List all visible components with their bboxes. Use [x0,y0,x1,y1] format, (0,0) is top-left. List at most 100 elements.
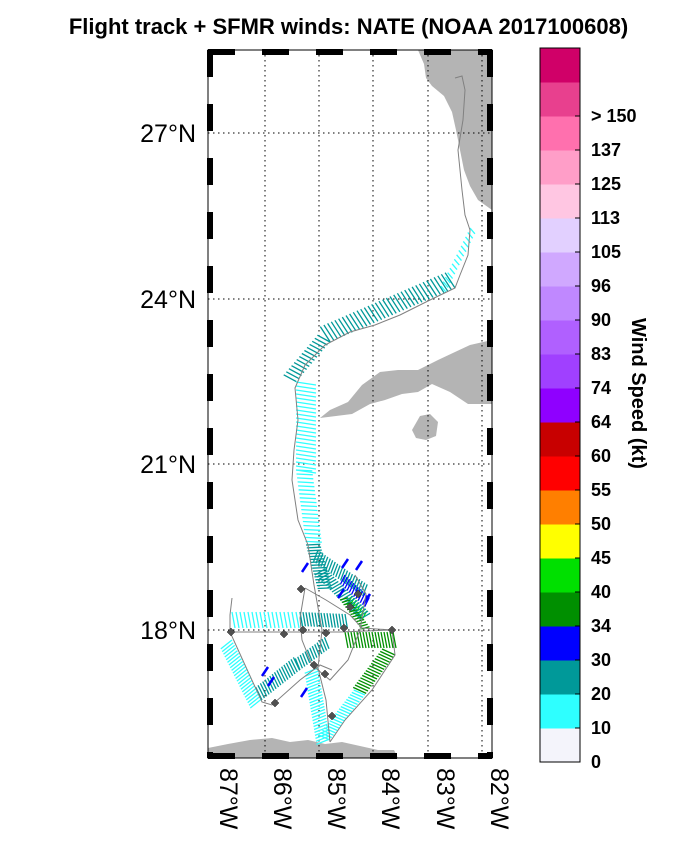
wind-barb [325,724,338,732]
wind-barb [332,613,336,628]
colorbar-title: Wind Speed (kt) [627,318,649,469]
colorbar-segment [540,184,580,219]
wind-barb [245,690,258,701]
wind-barb [345,315,357,332]
wind-barb [326,613,330,628]
latitude-labels: 27°N 24°N 21°N 18°N [140,120,196,645]
wind-barb [309,696,324,704]
wind-barb [233,666,246,677]
wind-barb [307,549,322,552]
colorbar-tick-label: 40 [591,582,611,602]
colorbar-segment [540,354,580,389]
colorbar-segment [540,150,580,185]
wind-barb [362,631,367,649]
wind-barb [227,652,240,663]
wind-barb [240,679,253,690]
wind-barb [365,631,370,649]
land-cuba [320,340,492,418]
frame-tick [424,49,451,55]
wind-barb [377,631,382,649]
wind-barb [386,631,391,649]
wind-barb [296,473,313,476]
wind-barb [358,679,372,687]
wind-barb [415,285,427,302]
wind-barb [314,612,319,627]
wind-barb [304,670,319,677]
wind-barb [308,691,323,698]
wind-barb [296,359,310,367]
wind-barb [341,599,351,604]
wind-barb [322,556,329,569]
wind-barb [370,662,385,670]
colorbar-tick-labels: 0 10 20 30 34 40 45 50 55 60 64 74 83 90 96 105 113 125 13… [575,106,637,772]
wind-barb [341,316,353,333]
wind-barb [349,313,361,330]
wind-barb [257,685,265,699]
wind-barb [313,720,328,728]
colorbar-tick-label: 90 [591,310,611,330]
wind-barb [335,713,347,720]
wind-barb [295,405,317,410]
wind-barb [295,429,317,434]
wind-barb [323,576,335,585]
frame-tick [207,266,213,293]
wind-barb [334,319,346,336]
wind-barb [407,288,419,305]
wind-barb [295,393,317,398]
wind-barb [347,631,352,649]
wind-barb [307,685,322,692]
wind-barb [426,280,438,297]
wind-barb [422,281,434,298]
wind-barb [389,631,394,649]
wind-barb [235,668,248,680]
land-florida [418,50,492,210]
wind-barb [354,608,367,616]
wind-barb [393,294,405,311]
wind-barb [295,409,317,414]
wind-barb [325,578,337,587]
frame-tick [207,320,213,347]
wind-barb [243,611,248,629]
wind-barb [231,660,244,671]
wind-barb [244,687,257,698]
wind-barb [239,611,244,629]
wind-barb [350,611,360,616]
lon-label-86: 86°W [268,768,296,830]
map-frame-ticks [207,49,493,759]
wind-barb [299,493,316,496]
wind-barb [467,232,474,239]
wind-barb [342,576,348,587]
wind-barb [314,644,321,657]
wind-barb [304,532,321,535]
wind-barb [367,667,381,675]
wind-barb [305,540,322,543]
wind-barb [315,578,330,581]
colorbar-segment [540,82,580,117]
wind-barb [354,684,369,692]
wind-barb [383,631,388,649]
wind-barb [314,726,329,734]
lat-label-24: 24°N [140,286,196,314]
wind-barb [319,326,331,343]
colorbar-tick-label: 50 [591,514,611,534]
wind-barb [440,285,447,293]
wind-barb [338,613,342,629]
wind-barb [248,695,261,706]
wind-barb [329,613,333,628]
wind-barb [447,272,454,279]
wind-barb [297,481,314,484]
wind-barb [460,245,467,253]
wind-barb [283,374,297,383]
land-isle-of-youth [412,414,438,440]
frame-tick [487,482,493,509]
colorbar-segment [540,422,580,457]
wind-barb [297,477,314,480]
colorbar-tick-label: 105 [591,242,621,262]
wind-barb [295,437,317,442]
wind-barb [340,706,353,713]
wind-barb [381,648,396,656]
wind-barb [310,702,325,710]
wind-barb [305,612,310,627]
wind-barb [308,693,323,701]
colorbar-segment [540,320,580,355]
